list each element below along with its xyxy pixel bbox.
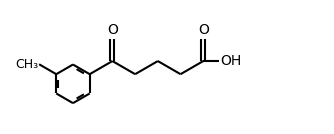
Text: CH₃: CH₃ xyxy=(15,58,38,71)
Text: O: O xyxy=(198,23,209,37)
Text: OH: OH xyxy=(220,54,241,68)
Text: O: O xyxy=(107,23,118,37)
